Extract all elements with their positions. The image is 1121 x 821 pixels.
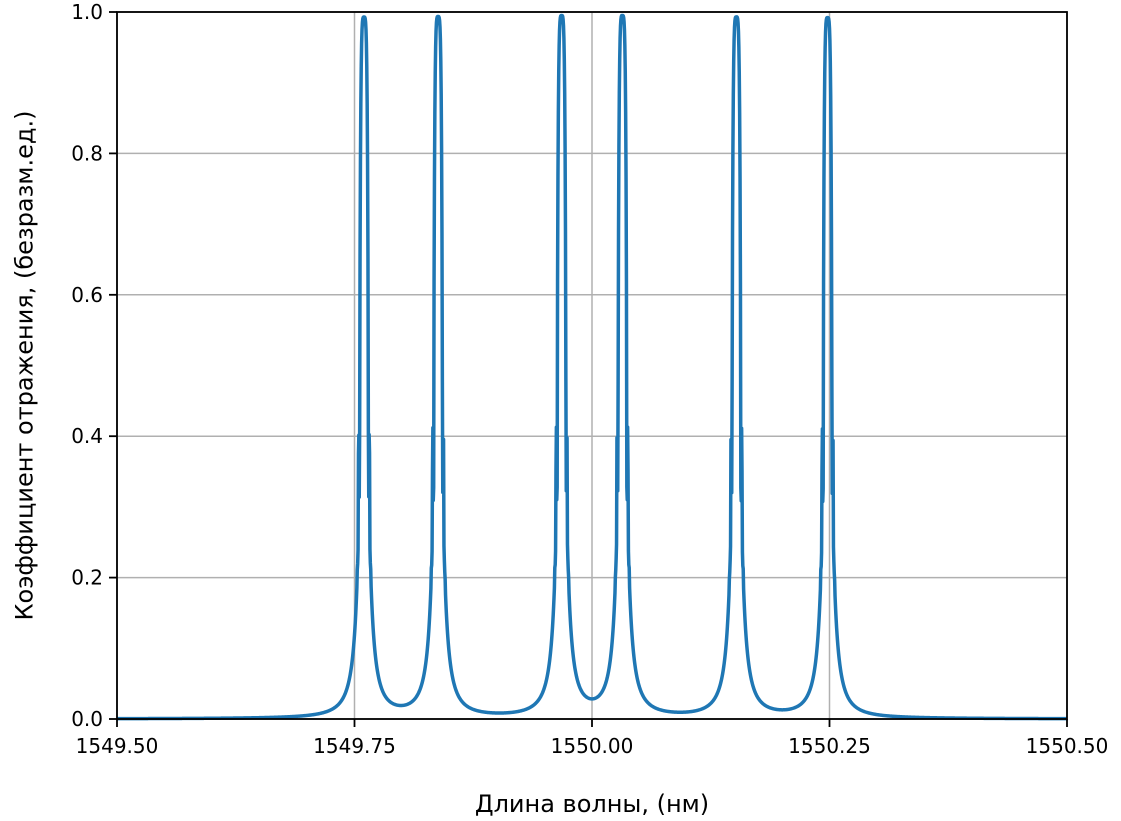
- series-layer: [115, 13, 1069, 721]
- y-tick-label-3: 0.6: [71, 283, 103, 307]
- y-tick-label-2: 0.4: [71, 424, 103, 448]
- reflection-spectrum-line: [115, 13, 1069, 721]
- x-tick-label-2: 1550.00: [551, 734, 634, 758]
- y-tick-label-4: 0.8: [71, 141, 103, 165]
- x-axis: 1549.50 1549.75 1550.00 1550.25 1550.50: [76, 719, 1109, 758]
- y-tick-label-5: 1.0: [71, 0, 103, 24]
- y-axis: 0.0 0.2 0.4 0.6 0.8 1.0: [71, 0, 117, 731]
- x-tick-label-0: 1549.50: [76, 734, 159, 758]
- y-tick-label-1: 0.2: [71, 566, 103, 590]
- x-tick-label-3: 1550.25: [788, 734, 871, 758]
- y-tick-label-0: 0.0: [71, 707, 103, 731]
- x-axis-label: Длина волны, (нм): [475, 790, 709, 818]
- y-axis-label: Коэффициент отражения, (безразм.ед.): [10, 111, 38, 621]
- grid: [116, 11, 1068, 720]
- x-tick-label-4: 1550.50: [1026, 734, 1109, 758]
- x-tick-label-1: 1549.75: [313, 734, 396, 758]
